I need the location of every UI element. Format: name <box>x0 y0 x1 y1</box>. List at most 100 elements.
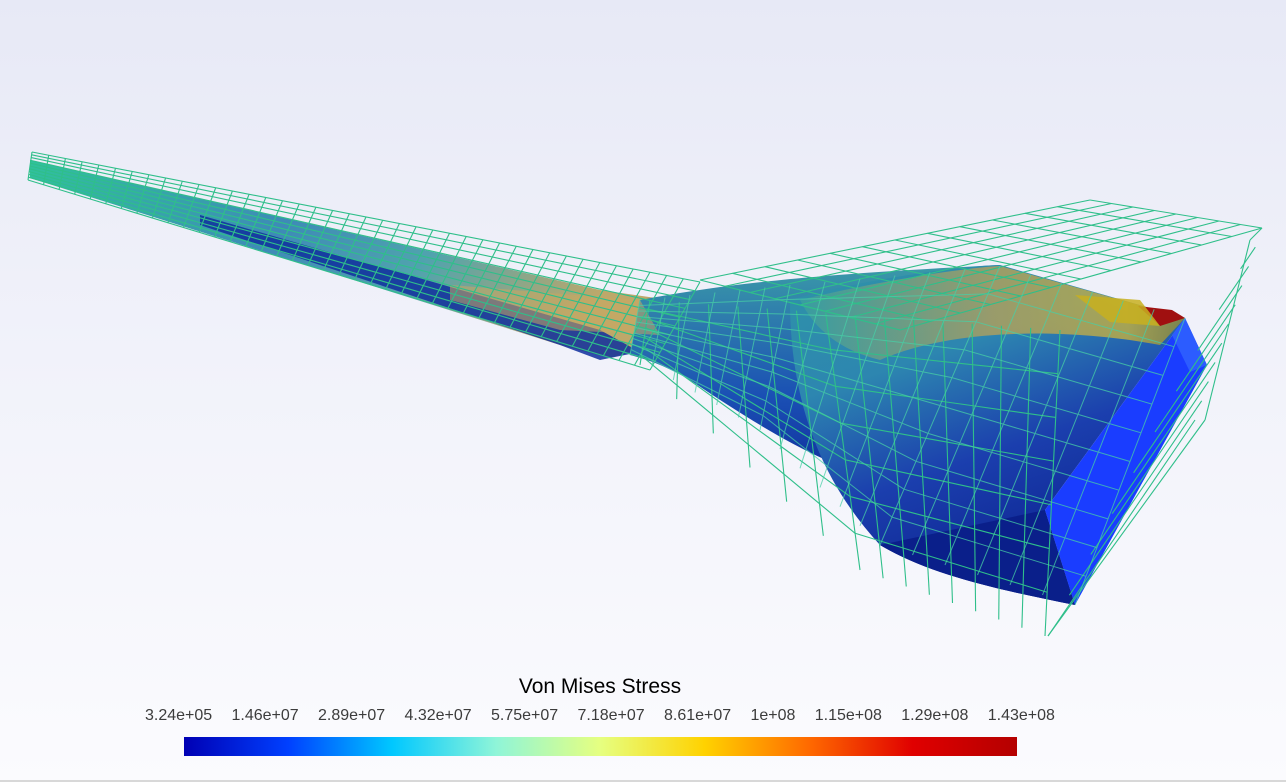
wire-lower-skin <box>945 401 974 407</box>
wire-lower-skin <box>883 317 907 587</box>
colorbar <box>184 737 1017 756</box>
mesh-line-longitudinal <box>1021 556 1054 567</box>
mesh-line-longitudinal <box>834 444 859 461</box>
mesh-line-longitudinal <box>630 349 654 361</box>
wire-lower-skin <box>1044 329 1061 637</box>
mesh-line-longitudinal <box>956 536 990 548</box>
mesh-line-longitudinal <box>811 429 836 446</box>
wire-top-panel <box>799 213 1177 306</box>
wire-lower-skin <box>1026 455 1054 462</box>
mesh-line-longitudinal <box>1109 423 1142 434</box>
mesh-line-longitudinal <box>903 488 937 500</box>
deformed-mesh-lines <box>629 265 1186 606</box>
mesh-line-longitudinal <box>864 359 895 367</box>
wire-top-panel <box>899 227 1263 331</box>
mesh-line-longitudinal <box>1018 302 1051 312</box>
wire-lower-skin <box>830 349 860 354</box>
wire-rod-ring <box>291 207 317 261</box>
mesh-line-longitudinal <box>927 432 960 444</box>
mesh-line-longitudinal <box>848 482 871 501</box>
mesh-line-longitudinal <box>1026 367 1059 378</box>
mesh-line-longitudinal <box>951 377 984 388</box>
wire-rod-ring <box>151 177 167 219</box>
mesh-line-longitudinal <box>793 398 819 412</box>
mesh-line-longitudinal <box>1057 376 1090 387</box>
wire-lower-skin <box>999 535 1025 543</box>
wire-lower-skin <box>744 397 779 420</box>
wire-top-panel <box>699 199 1091 281</box>
wire-rod-ring <box>167 181 183 223</box>
mesh-line-longitudinal <box>1111 328 1144 339</box>
mesh-line-longitudinal <box>853 296 888 299</box>
wire-lower-skin <box>1025 498 1052 506</box>
wire-lower-skin <box>974 528 1000 537</box>
wire-end-edge <box>1218 266 1250 310</box>
mesh-line-longitudinal <box>684 320 710 323</box>
wire-rod-ring <box>322 213 350 271</box>
wire-end-edge <box>1154 323 1229 433</box>
mesh-line-longitudinal <box>887 295 922 298</box>
mesh-line-longitudinal <box>870 499 893 518</box>
wire-lower-skin <box>915 358 945 363</box>
wire-lower-skin <box>949 522 975 530</box>
mesh-line-longitudinal <box>943 320 977 323</box>
mesh-line-longitudinal <box>762 299 788 301</box>
mesh-line-longitudinal <box>987 293 1020 304</box>
mesh-line-longitudinal <box>902 342 934 347</box>
wire-lower-skin <box>1029 370 1058 375</box>
mesh-line-longitudinal <box>783 313 817 316</box>
wire-rod-ring <box>276 203 300 257</box>
wire-rod-ring <box>540 258 584 338</box>
mesh-line-longitudinal <box>1032 527 1065 539</box>
mesh-line-longitudinal <box>983 386 1016 397</box>
mesh-line-longitudinal <box>676 362 700 373</box>
wire-rod-ring <box>229 194 250 242</box>
wire-lower-skin <box>815 471 851 497</box>
mesh-line-longitudinal <box>748 365 773 373</box>
mesh-line-longitudinal <box>891 448 917 462</box>
mesh-line-longitudinal <box>634 327 659 333</box>
wire-lower-skin <box>854 532 880 542</box>
wire-lower-skin <box>741 351 773 365</box>
mesh-line-longitudinal <box>842 423 868 437</box>
mesh-line-longitudinal <box>659 325 684 330</box>
stress-model-render[interactable] <box>0 0 1286 660</box>
mesh-line-longitudinal <box>737 300 763 302</box>
high-stress-patch <box>1075 295 1160 326</box>
mesh-line-longitudinal <box>723 370 747 379</box>
mesh-line-longitudinal <box>875 412 903 424</box>
mesh-line-longitudinal <box>857 459 882 475</box>
mesh-line-longitudinal <box>632 338 656 347</box>
mesh-line-longitudinal <box>891 516 925 528</box>
wire-lower-skin <box>896 470 923 478</box>
wire-rod-ring <box>556 262 601 342</box>
mesh-line-longitudinal <box>765 400 790 417</box>
wire-lower-skin <box>800 342 831 351</box>
mesh-line-longitudinal <box>1069 348 1101 359</box>
wire-end-edge <box>1090 381 1209 555</box>
legend-title: Von Mises Stress <box>518 675 682 698</box>
mesh-line-longitudinal <box>762 415 785 433</box>
mesh-line-longitudinal <box>735 312 760 314</box>
mesh-line-longitudinal <box>954 293 989 296</box>
max-stress-hotspot <box>1138 306 1185 326</box>
wire-lower-skin <box>845 459 872 466</box>
mesh-line-longitudinal <box>1049 311 1082 321</box>
wire-lower-skin <box>973 446 1001 453</box>
wire-lower-skin <box>676 302 680 400</box>
wire-lower-skin <box>1021 327 1032 628</box>
mesh-line-longitudinal <box>655 346 679 355</box>
mesh-line-longitudinal <box>1098 451 1131 462</box>
mesh-line-longitudinal <box>811 331 843 337</box>
legend-tick-label: 1e+08 <box>750 707 796 724</box>
wire-end-edge <box>1249 227 1263 241</box>
mesh-line-longitudinal <box>683 328 708 333</box>
wire-lower-skin <box>678 329 711 342</box>
wire-end-edge <box>1047 419 1206 637</box>
mesh-line-longitudinal <box>777 342 808 350</box>
mesh-line-longitudinal <box>704 342 729 348</box>
wire-rod-ring <box>462 242 501 314</box>
wire-rod-ring <box>105 168 117 204</box>
mesh-line-longitudinal <box>751 352 776 358</box>
